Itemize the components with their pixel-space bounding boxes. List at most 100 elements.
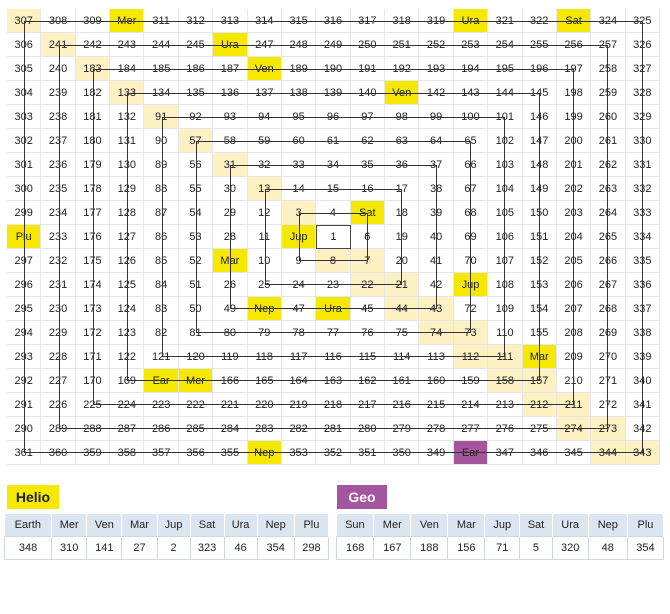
grid-cell: 59 (247, 129, 282, 153)
grid-cell: 336 (625, 273, 660, 297)
grid-cell: 337 (625, 297, 660, 321)
grid-cell: 149 (522, 177, 557, 201)
grid-cell: 191 (350, 57, 386, 81)
grid-cell: 107 (488, 249, 523, 273)
grid-cell: 80 (213, 321, 248, 345)
grid-cell: 218 (316, 393, 351, 417)
geo-header-sat: Sat (519, 514, 553, 537)
grid-cell: 238 (41, 105, 76, 129)
grid-cell: 97 (350, 105, 386, 129)
grid-cell: 162 (350, 369, 386, 393)
grid-cell: 154 (522, 297, 557, 321)
grid-cell: 180 (75, 129, 111, 153)
grid-cell: 72 (453, 297, 489, 321)
grid-cell: 264 (591, 201, 626, 225)
geo-value-mar: 156 (447, 536, 486, 560)
grid-cell: 226 (41, 393, 76, 417)
grid-cell: 277 (453, 417, 489, 441)
grid-cell: 259 (591, 81, 626, 105)
grid-cell: 19 (385, 225, 420, 249)
helio-value-ven: 141 (86, 536, 123, 560)
grid-cell: Ura (213, 33, 248, 57)
grid-cell: 69 (453, 225, 489, 249)
grid-cell: Nep (247, 297, 282, 321)
grid-cell: 358 (110, 441, 145, 465)
grid-cell: 308 (41, 9, 76, 33)
grid-cell: 124 (110, 297, 145, 321)
grid-cell: 87 (144, 201, 179, 225)
grid-cell: 176 (75, 225, 111, 249)
grid-cell: 175 (75, 249, 111, 273)
grid-cell: 194 (453, 57, 489, 81)
grid-cell: 143 (453, 81, 489, 105)
grid-cell: 18 (385, 201, 420, 225)
grid-cell: 56 (178, 153, 214, 177)
grid-cell: 79 (247, 321, 282, 345)
grid-cell: 144 (488, 81, 523, 105)
grid-cell: 199 (556, 105, 592, 129)
grid-cell: 213 (488, 393, 523, 417)
grid-cell: 293 (7, 345, 42, 369)
grid-cell: 287 (110, 417, 145, 441)
grid-cell: 95 (281, 105, 317, 129)
grid-cell: 342 (625, 417, 660, 441)
grid-cell: 339 (625, 345, 660, 369)
grid-cell: 55 (178, 177, 214, 201)
grid-cell: 88 (144, 177, 179, 201)
grid-cell: 142 (419, 81, 454, 105)
grid-cell: 181 (75, 105, 111, 129)
helio-header-sat: Sat (190, 514, 225, 537)
grid-cell: 6 (350, 225, 386, 249)
grid-cell: 291 (7, 393, 42, 417)
grid-cell: 250 (350, 33, 386, 57)
grid-cell: 58 (213, 129, 248, 153)
grid-cell: 301 (7, 153, 42, 177)
grid-cell: 22 (350, 273, 386, 297)
grid-cell: 129 (110, 177, 145, 201)
geo-value-jup: 71 (484, 536, 521, 560)
grid-cell: 286 (144, 417, 179, 441)
grid-cell: Ura (316, 297, 351, 321)
grid-cell: 338 (625, 321, 660, 345)
grid-cell: 152 (522, 249, 557, 273)
grid-cell: 31 (213, 153, 248, 177)
helio-value-mer: 310 (51, 536, 88, 560)
grid-cell: 271 (591, 369, 626, 393)
grid-cell: 279 (385, 417, 420, 441)
grid-cell: 183 (75, 57, 111, 81)
grid-cell: 94 (247, 105, 282, 129)
grid-cell: 125 (110, 273, 145, 297)
grid-cell: 243 (110, 33, 145, 57)
grid-cell: 85 (144, 249, 179, 273)
grid-cell: 210 (556, 369, 592, 393)
grid-cell: 134 (144, 81, 179, 105)
grid-cell: 92 (178, 105, 214, 129)
grid-cell: 128 (110, 201, 145, 225)
grid-cell: 52 (178, 249, 214, 273)
helio-label: Helio (7, 485, 59, 509)
grid-cell: 34 (316, 153, 351, 177)
grid-cell: 223 (144, 393, 179, 417)
grid-cell: Ura (453, 9, 489, 33)
grid-cell: 241 (41, 33, 76, 57)
grid-cell: 304 (7, 81, 42, 105)
grid-cell: Jup (281, 225, 317, 249)
grid-cell: 33 (281, 153, 317, 177)
grid-cell: 98 (385, 105, 420, 129)
grid-cell: 355 (213, 441, 248, 465)
grid-cell: 249 (316, 33, 351, 57)
grid-cell: 42 (419, 273, 454, 297)
grid-cell: 81 (178, 321, 214, 345)
grid-cell: 325 (625, 9, 660, 33)
grid-cell: 25 (247, 273, 282, 297)
grid-cell: 247 (247, 33, 282, 57)
geo-header-ven: Ven (410, 514, 449, 537)
grid-cell: 219 (281, 393, 317, 417)
grid-cell: 15 (316, 177, 351, 201)
grid-cell: 202 (556, 177, 592, 201)
grid-cell: Mar (522, 345, 557, 369)
helio-value-plu: 298 (293, 536, 330, 560)
grid-cell: 112 (453, 345, 489, 369)
grid-cell: 281 (316, 417, 351, 441)
grid-cell: 163 (316, 369, 351, 393)
